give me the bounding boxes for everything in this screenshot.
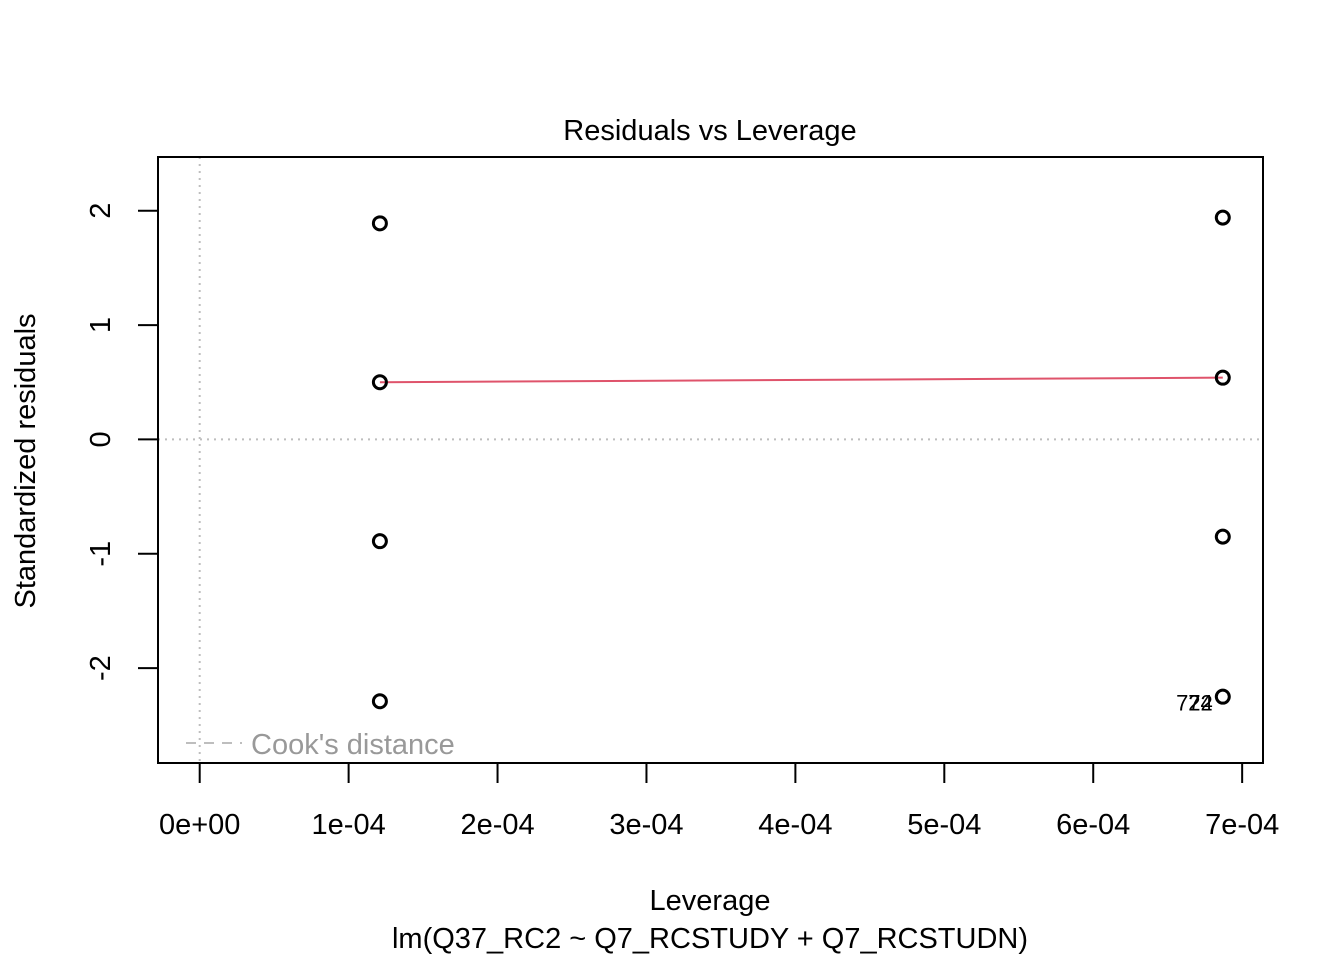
x-tick-label: 2e-04 <box>460 809 534 841</box>
y-tick-label: 2 <box>85 203 117 219</box>
x-tick-label: 3e-04 <box>609 809 683 841</box>
x-tick-label: 6e-04 <box>1056 809 1130 841</box>
data-point <box>1214 369 1231 386</box>
y-axis-label: Standardized residuals <box>10 313 42 608</box>
data-point <box>1214 688 1231 705</box>
data-point <box>371 215 388 232</box>
x-tick-label: 0e+00 <box>159 809 240 841</box>
x-axis-label: Leverage <box>650 885 771 917</box>
data-point <box>1214 528 1231 545</box>
y-tick-label: 1 <box>85 317 117 333</box>
data-point <box>371 533 388 550</box>
legend-label: Cook's distance <box>251 729 455 761</box>
y-tick-label: -1 <box>85 541 117 567</box>
x-tick-label: 1e-04 <box>312 809 386 841</box>
x-tick-label: 5e-04 <box>907 809 981 841</box>
point-label: 74 <box>1188 691 1212 716</box>
data-point <box>371 693 388 710</box>
smooth-fit-line <box>379 376 1223 384</box>
model-formula-label: lm(Q37_RC2 ~ Q7_RCSTUDY + Q7_RCSTUDN) <box>392 923 1028 955</box>
point-label: 722 <box>1176 691 1213 716</box>
data-point <box>371 374 388 391</box>
plot-frame <box>157 156 1264 764</box>
legend: Cook's distance <box>186 729 455 761</box>
y-tick-label: 0 <box>85 431 117 447</box>
x-tick-label: 4e-04 <box>758 809 832 841</box>
y-tick-label: -2 <box>85 655 117 681</box>
data-point <box>1214 209 1231 226</box>
x-tick-label: 7e-04 <box>1205 809 1279 841</box>
chart-title: Residuals vs Leverage <box>563 115 856 147</box>
